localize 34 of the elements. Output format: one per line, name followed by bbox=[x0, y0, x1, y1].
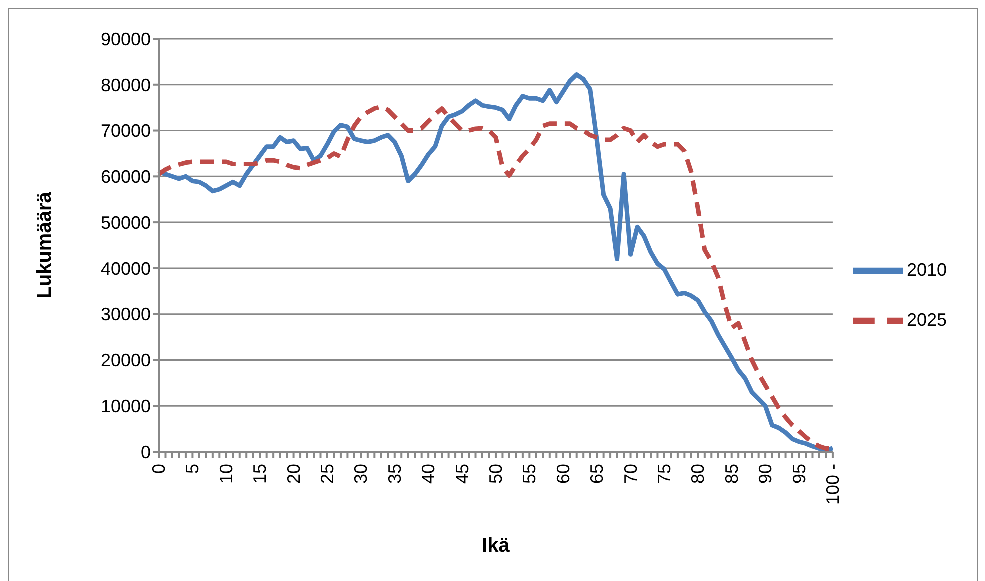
x-tick-label: 0 bbox=[149, 464, 169, 474]
x-tick-label: 5 bbox=[182, 464, 203, 474]
x-tick-label: 45 bbox=[452, 464, 472, 484]
x-axis-title: Ikä bbox=[482, 535, 511, 557]
x-tick-label: 75 bbox=[654, 464, 674, 484]
x-tick-label: 35 bbox=[384, 464, 405, 484]
y-tick-label: 20000 bbox=[100, 350, 151, 371]
y-tick-label: 50000 bbox=[100, 212, 151, 233]
y-tick-label: 10000 bbox=[100, 396, 151, 416]
x-tick-label: 80 bbox=[688, 464, 708, 484]
y-tick-label: 90000 bbox=[100, 29, 151, 50]
y-tick-label: 80000 bbox=[100, 75, 151, 96]
x-tick-label: 40 bbox=[418, 464, 439, 484]
x-tick-label: 95 bbox=[789, 464, 810, 484]
x-tick-label: 10 bbox=[216, 464, 236, 484]
x-tick-label: 50 bbox=[486, 464, 506, 484]
legend-label: 2025 bbox=[906, 309, 947, 330]
y-axis-title: Lukumäärä bbox=[34, 191, 56, 299]
x-tick-label: 55 bbox=[520, 464, 540, 484]
y-tick-label: 70000 bbox=[100, 121, 151, 142]
legend-label: 2010 bbox=[906, 259, 947, 280]
x-tick-label: 15 bbox=[250, 464, 270, 484]
x-tick-label: 65 bbox=[587, 464, 608, 484]
y-tick-label: 60000 bbox=[100, 167, 151, 188]
x-tick-label: 100 - bbox=[822, 464, 843, 506]
y-tick-label: 40000 bbox=[100, 258, 151, 279]
x-tick-label: 20 bbox=[284, 464, 304, 484]
y-tick-label: 30000 bbox=[100, 304, 151, 325]
x-tick-label: 60 bbox=[553, 464, 574, 484]
x-tick-label: 70 bbox=[620, 464, 641, 484]
x-tick-label: 90 bbox=[756, 464, 776, 484]
x-tick-label: 25 bbox=[317, 464, 338, 484]
x-tick-label: 30 bbox=[351, 464, 372, 484]
x-tick-label: 85 bbox=[722, 464, 742, 484]
